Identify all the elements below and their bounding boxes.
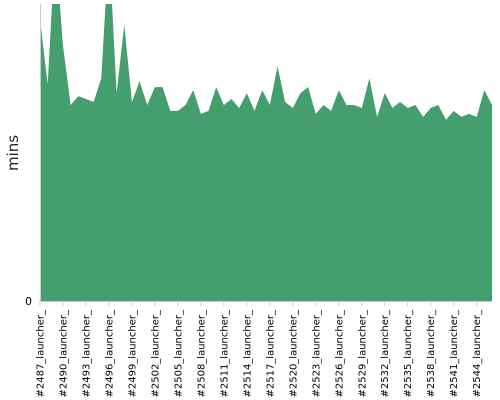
- x-tick-label: #2532_launcher_: [380, 309, 391, 398]
- x-tick-label: #2511_launcher_: [219, 309, 230, 398]
- x-tick-label: #2526_launcher_: [334, 309, 345, 398]
- x-tick-label: #2505_launcher_: [173, 309, 184, 398]
- x-tick-label: #2490_launcher_: [58, 309, 69, 398]
- x-tick-label: #2496_launcher_: [104, 309, 115, 398]
- x-tick-label: #2499_launcher_: [127, 309, 138, 398]
- x-tick-label: #2529_launcher_: [357, 309, 368, 398]
- x-tick-label: #2493_launcher_: [81, 309, 92, 398]
- x-tick-label: #2544_launcher_: [472, 309, 483, 398]
- x-tick-label: #2520_launcher_: [288, 309, 299, 398]
- x-tick-label: #2514_launcher_: [242, 309, 253, 398]
- plot-area: [40, 4, 492, 301]
- y-axis-title: mins: [4, 135, 22, 171]
- x-tick-label: #2517_launcher_: [265, 309, 276, 398]
- x-tick-label: #2538_launcher_: [426, 309, 437, 398]
- x-tick-label: #2487_launcher_: [36, 309, 47, 398]
- x-axis-ticks: #2487_launcher_ #2490_launcher_ #2493_laun…: [36, 301, 483, 398]
- x-tick-label: #2541_launcher_: [449, 309, 460, 398]
- x-tick-label: #2523_launcher_: [311, 309, 322, 398]
- x-tick-label: #2502_launcher_: [150, 309, 161, 398]
- series-area: [40, 4, 492, 301]
- x-tick-label: #2535_launcher_: [403, 309, 414, 398]
- y-axis-ticks: 0: [25, 295, 32, 308]
- x-tick-label: #2508_launcher_: [196, 309, 207, 398]
- y-tick-label: 0: [25, 295, 32, 308]
